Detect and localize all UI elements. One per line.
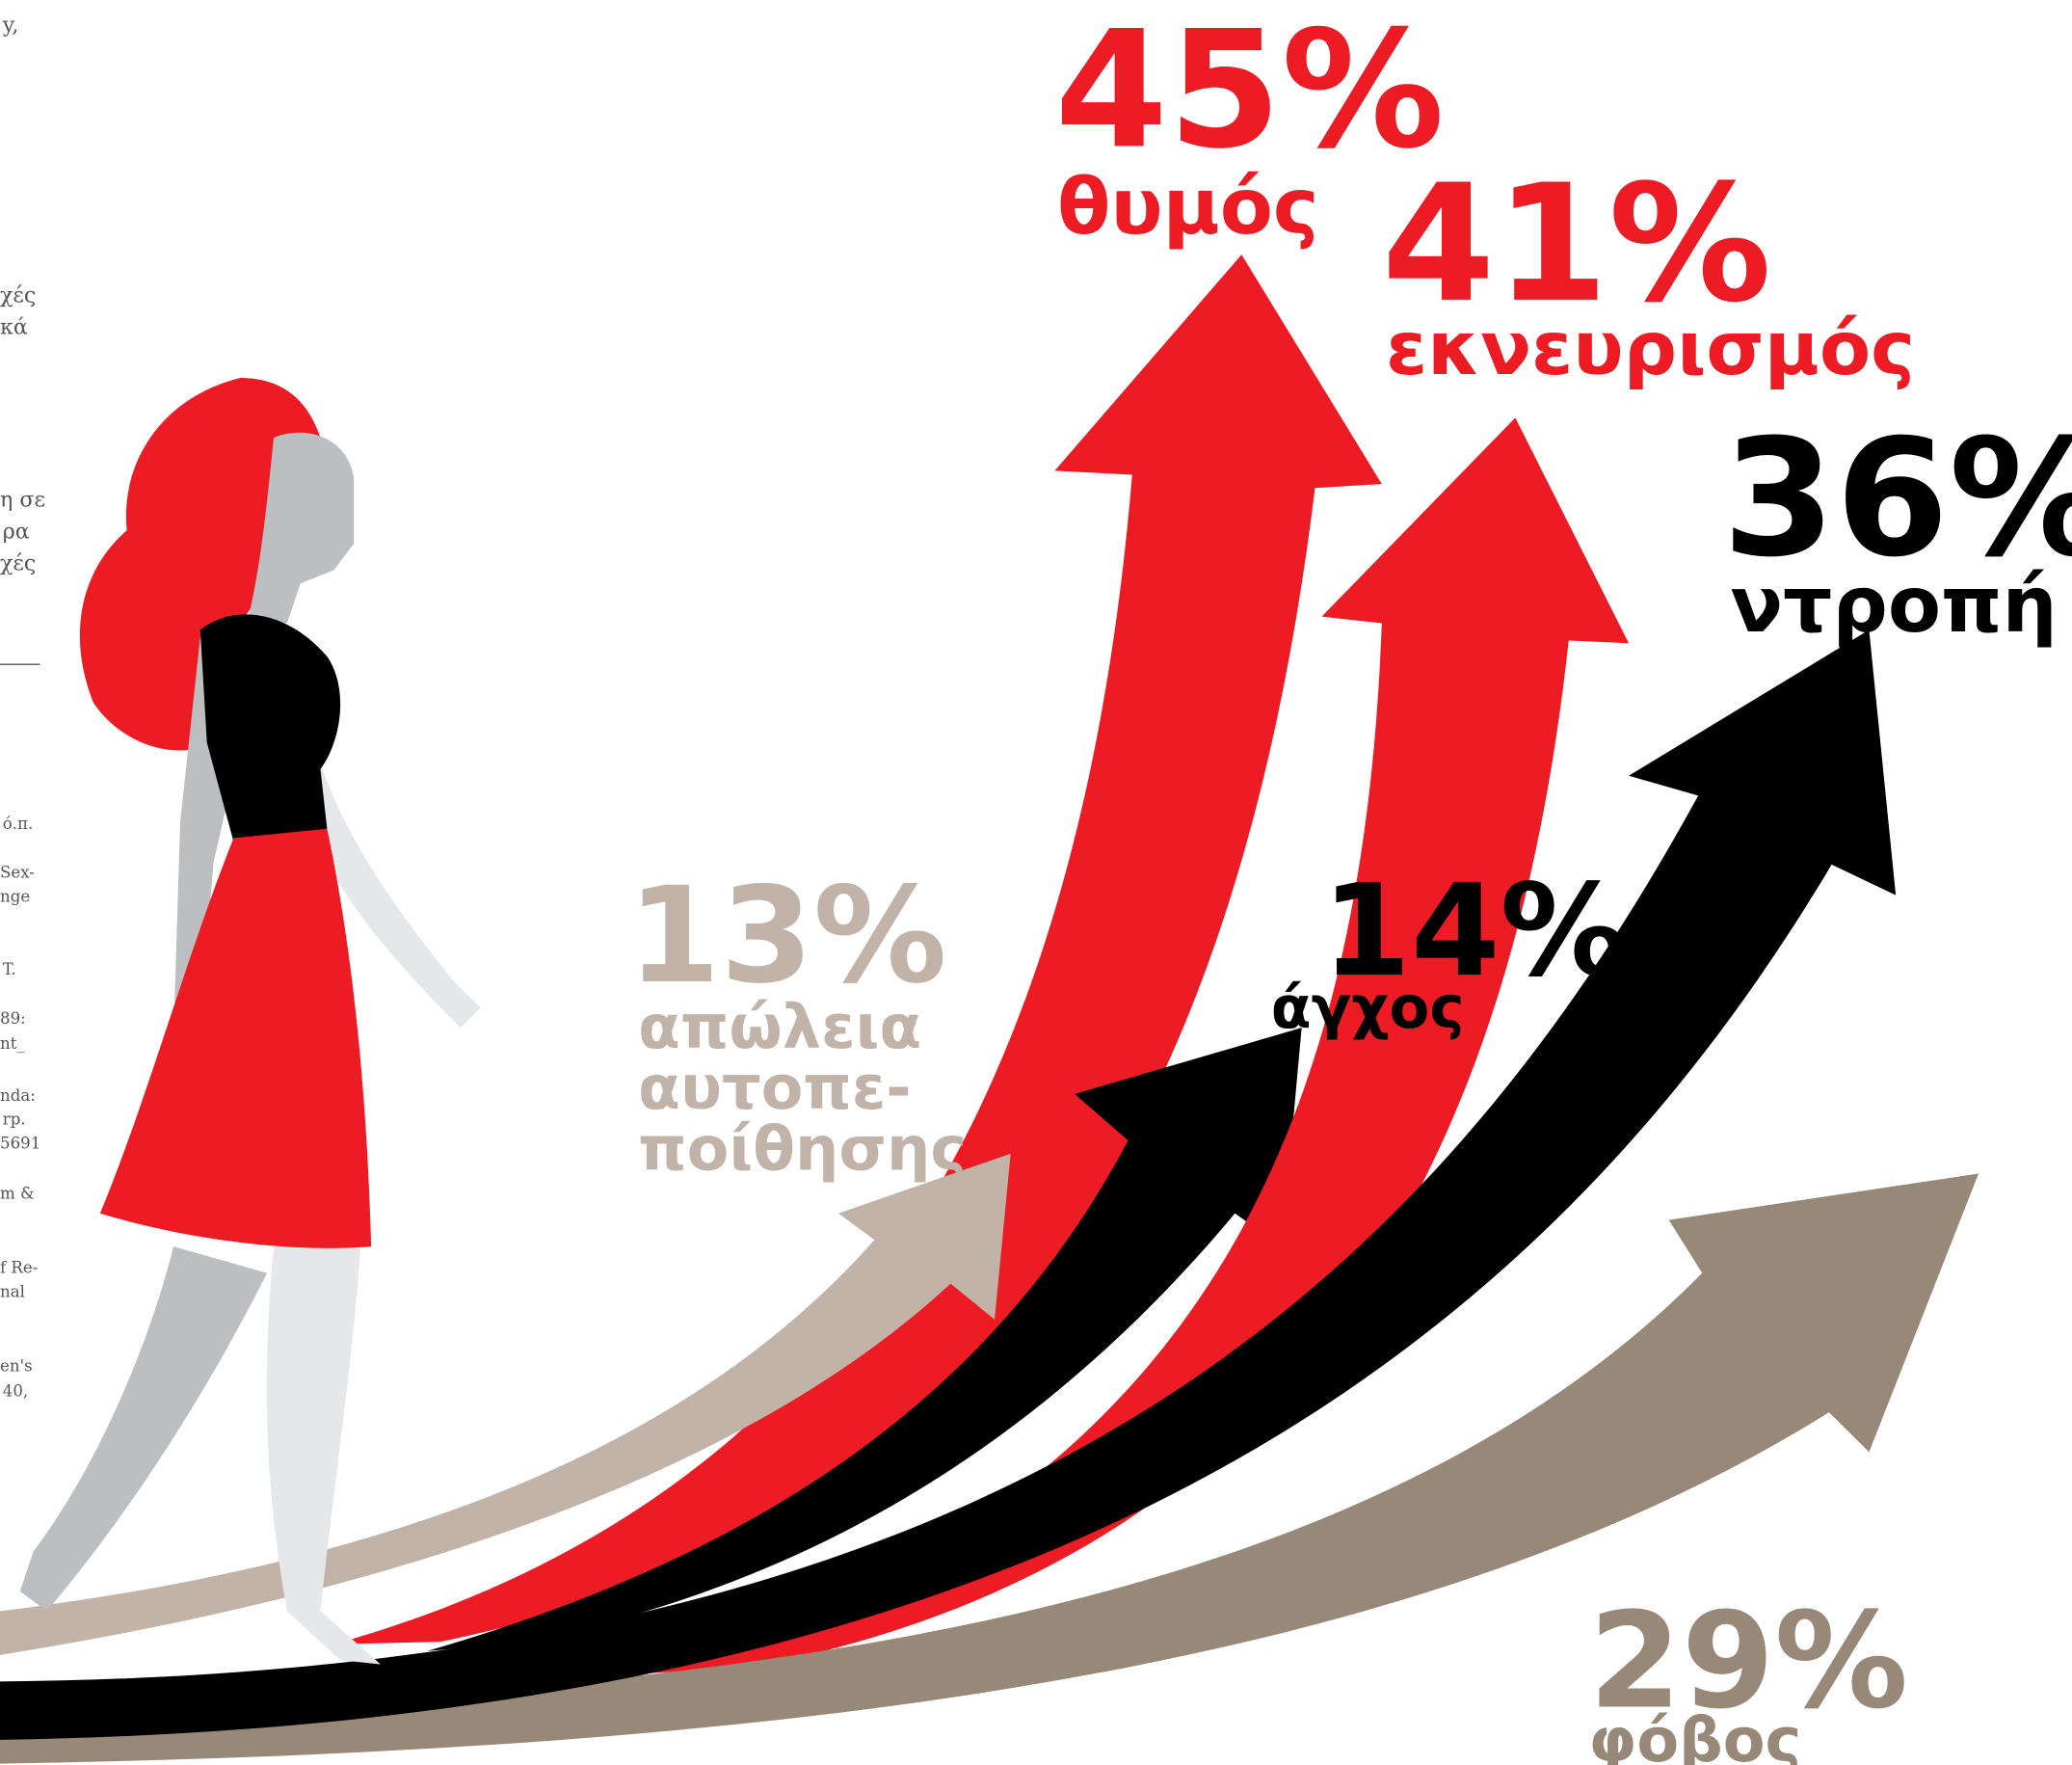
text-fragment: nda: bbox=[0, 1086, 36, 1105]
percent: 41% bbox=[1382, 149, 1772, 337]
label: ντροπή bbox=[1730, 560, 2057, 650]
text-fragment: κά bbox=[0, 316, 28, 340]
percent: 13% bbox=[627, 858, 947, 1012]
label: θυμός bbox=[1057, 162, 1318, 252]
percent: 45% bbox=[1054, 0, 1445, 184]
label: εκνευρισμός bbox=[1386, 306, 1915, 392]
label-line: αυτοπε- bbox=[638, 1052, 912, 1123]
text-fragment: nge bbox=[0, 887, 30, 905]
text-fragment: T. bbox=[3, 960, 16, 978]
text-fragment: nal bbox=[0, 1282, 25, 1300]
percent: 14% bbox=[1321, 858, 1628, 1005]
text-fragment: f Re- bbox=[0, 1259, 38, 1277]
text-fragment: m & bbox=[0, 1185, 35, 1203]
text-fragment: ρα bbox=[3, 521, 30, 545]
arrow-taupe-fear bbox=[0, 1173, 1979, 1764]
arrow-black-shame bbox=[0, 629, 1897, 1740]
label: άγχος bbox=[1271, 975, 1465, 1042]
arrow-black-anxiety bbox=[427, 1028, 1302, 1651]
label-line: απώλεια bbox=[638, 991, 921, 1062]
percent: 36% bbox=[1722, 405, 2072, 593]
text-fragment: η σε bbox=[0, 489, 45, 513]
left-text-column: y, χές κά η σε ρα χές ό.π. Sex- nge T. 8… bbox=[0, 13, 45, 1401]
text-fragment: 40, bbox=[3, 1382, 28, 1401]
arrow-red-anger bbox=[333, 254, 1382, 1645]
percent: 29% bbox=[1589, 1584, 1909, 1738]
text-fragment: 89: bbox=[0, 1009, 26, 1028]
text-fragment: en's bbox=[0, 1356, 33, 1375]
label: φόβος bbox=[1589, 1704, 1802, 1765]
woman-figure bbox=[19, 378, 481, 1665]
text-fragment: y, bbox=[2, 13, 19, 38]
text-fragment: rp. bbox=[3, 1110, 26, 1129]
text-fragment: χές bbox=[0, 284, 36, 308]
label-line: ποίθησης bbox=[638, 1113, 967, 1185]
arrow-red-irritation bbox=[640, 417, 1630, 1674]
arrow-beige bbox=[0, 1153, 1011, 1655]
text-fragment: nt_ bbox=[0, 1034, 25, 1053]
text-fragment: χές bbox=[0, 552, 36, 576]
text-fragment: 5691 bbox=[0, 1134, 40, 1152]
text-fragment: ό.π. bbox=[3, 815, 33, 833]
text-fragment: Sex- bbox=[0, 864, 35, 882]
